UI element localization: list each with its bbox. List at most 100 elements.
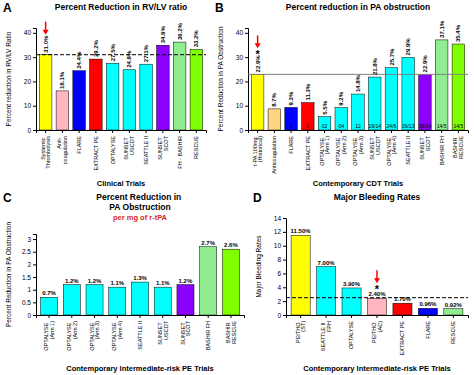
title: Percent Reduction in RV/LV ratio <box>55 2 187 12</box>
bar <box>90 59 103 130</box>
text-line: SEATTLE II <box>143 136 149 165</box>
x-tick-mark <box>196 130 197 133</box>
text-line: SEATTLE II <box>405 136 411 165</box>
data-label: 1.3% <box>133 275 147 281</box>
text-line: SCOT <box>425 135 431 151</box>
x-tick: Systemic Thrombolysis <box>40 130 52 169</box>
bar <box>367 298 386 315</box>
x-tick: RESCUE <box>450 315 456 344</box>
x-tick-mark <box>94 315 95 318</box>
bar <box>335 108 348 130</box>
labels: 22.9%8.7%9.3%11.3%5.5%9.2%14.8%21.8%25.7… <box>255 20 464 129</box>
x-tick: FH - BASHIR <box>177 130 183 169</box>
data-label: 36.2% <box>177 22 183 40</box>
x-tick: BASHIR RESCUE <box>225 315 237 344</box>
arrow-shaft <box>45 22 47 31</box>
x-tick-mark <box>274 130 275 133</box>
annotation: * <box>255 48 260 60</box>
x-tick: PEITHO (AC) <box>371 315 383 343</box>
x-tick-label: FH - BASHIR <box>177 136 183 169</box>
x-tick: OPTALYSE (Arm 3) <box>89 315 101 351</box>
y-tick-label: 0 <box>277 312 281 319</box>
y-axis: 00.511.522.53 <box>22 235 37 319</box>
x-axis-line <box>37 131 207 134</box>
x-tick-mark <box>146 130 147 133</box>
data-label: 1.2% <box>179 278 193 284</box>
labels: 11.50%7.00%3.90%2.40%1.70%0.96%0.92%* <box>291 228 463 307</box>
x-tick-label: FLARE <box>76 136 82 154</box>
y-tick: 10 <box>236 102 248 109</box>
plot-area <box>36 42 206 130</box>
arrow <box>374 270 380 283</box>
data-label: 34.9% <box>160 26 166 44</box>
x-tick-mark <box>62 130 63 133</box>
x-tick-label: FLARE <box>288 136 294 154</box>
x-tick-mark <box>300 315 301 318</box>
x-tick-label: PEITHO (ST) <box>295 321 307 343</box>
x-tick: OPTALYSE (Arm 1) <box>43 315 55 351</box>
data-label: 8.7% <box>271 93 277 107</box>
x-tick-label: OPTALYSE (Arm 3) <box>352 136 364 166</box>
bar <box>385 68 398 130</box>
x-tick-label: SEATTLE II <box>405 136 411 165</box>
arrow-head <box>374 278 380 283</box>
x-tick-label: EXTRACT PE <box>399 321 405 356</box>
bar <box>109 287 126 315</box>
y-tick: 0 <box>277 312 286 319</box>
x-tick-label: OPTALYSE (Arm 1) <box>319 136 331 166</box>
text-line: USCDT <box>129 135 135 155</box>
data-label: 9.3% <box>288 91 294 105</box>
y-axis: 010203040 <box>236 29 249 134</box>
bar <box>73 71 86 130</box>
x-tick-mark <box>257 130 258 133</box>
x-tick: SUNSET SCOT <box>419 130 431 160</box>
y-tick-label: 0 <box>239 127 243 134</box>
data-label: 16.1% <box>59 71 65 89</box>
y-tick: 2 <box>277 298 286 305</box>
y-tick-label: 10 <box>24 102 32 109</box>
data-label: 24.4% <box>76 51 82 69</box>
y-tick-label: 6 <box>277 270 281 277</box>
y-tick: 4 <box>277 284 286 291</box>
bar <box>41 297 58 315</box>
bar <box>190 49 203 130</box>
data-label: 7.00% <box>318 260 336 266</box>
y-axis: 010203040 <box>24 29 37 134</box>
data-label: 11.50% <box>291 228 312 234</box>
arrow-shaft <box>376 270 378 279</box>
x-tick-mark <box>358 130 359 133</box>
bar <box>418 308 437 315</box>
text-line: (Arm 3) <box>94 321 100 340</box>
x-tick: SUNSET USCDT <box>157 315 169 345</box>
y-tick-mark <box>245 81 248 82</box>
y-tick: 20 <box>24 78 36 85</box>
labels: 31.0%16.1%24.4%29.2%27.5%24.8%27.1%34.9%… <box>43 22 200 89</box>
x-tick-mark <box>402 315 403 318</box>
bar <box>63 285 80 315</box>
y-axis-title: Major Bleeding Rates <box>255 235 263 298</box>
x-tick-mark <box>341 130 342 133</box>
data-label: 9.2% <box>338 91 344 105</box>
x-tick-label: SEATTLE II <box>143 136 149 165</box>
text-line: FLARE <box>288 136 294 154</box>
text-line: RESCUE <box>458 136 464 159</box>
sample-size: 19/14 <box>368 123 381 129</box>
x-tick-mark <box>408 130 409 133</box>
text-line: USCDT <box>375 135 381 155</box>
y-tick-label: 14 <box>274 215 282 222</box>
y-tick-label: 40 <box>236 29 244 36</box>
text-line: USCDT <box>163 320 169 340</box>
y-tick-label: 10 <box>236 102 244 109</box>
bar <box>435 40 448 130</box>
text-line: (Arm 4) <box>391 136 397 155</box>
text-line: Major Bleeding Rates <box>334 192 421 202</box>
y-tick-mark <box>283 260 286 261</box>
text-line: Thrombolysis <box>45 136 51 169</box>
y-tick: 30 <box>236 54 248 61</box>
panel: 010203040Systemic ThrombolysisAnti- coag… <box>5 2 206 188</box>
sample-size: 0 <box>306 123 309 129</box>
x-tick-mark <box>291 130 292 133</box>
bar <box>402 57 415 130</box>
x-tick-label: Anti- coagulation <box>56 136 68 164</box>
x-axis-title: Contemporary Intermediate-risk PE Trials <box>303 364 451 373</box>
